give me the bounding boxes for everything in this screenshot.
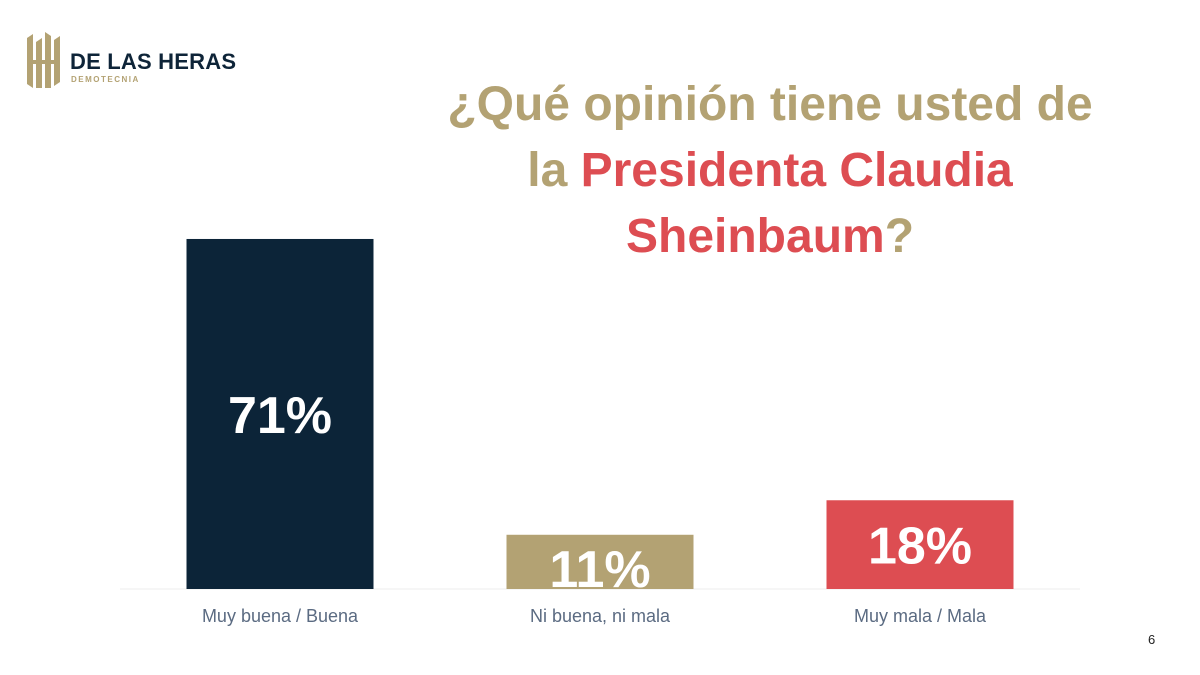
logo-name: DE LAS HERAS	[70, 49, 237, 74]
title-part-1: ¿Qué opinión tiene usted de la	[447, 78, 1093, 197]
bar-2	[506, 534, 694, 589]
data-label-2: 11%	[549, 541, 650, 599]
brand-logo: DE LAS HERAS DEMOTECNIA	[25, 30, 236, 92]
category-label-2: Ni buena, ni mala	[530, 606, 671, 626]
logo-subtitle: DEMOTECNIA	[71, 75, 140, 84]
chart-title: ¿Qué opinión tiene usted de la President…	[440, 72, 1100, 270]
bar-1	[186, 238, 374, 589]
logo-mark-icon	[27, 32, 60, 88]
title-part-2: ?	[884, 210, 915, 263]
bar-3	[826, 500, 1014, 589]
page-number: 6	[1148, 632, 1156, 647]
title-highlight: Presidenta Claudia Sheinbaum	[580, 144, 1013, 263]
data-label-3: 18%	[868, 517, 972, 575]
category-label-1: Muy buena / Buena	[202, 606, 359, 626]
data-label-1: 71%	[228, 387, 332, 445]
category-label-3: Muy mala / Mala	[854, 606, 987, 626]
